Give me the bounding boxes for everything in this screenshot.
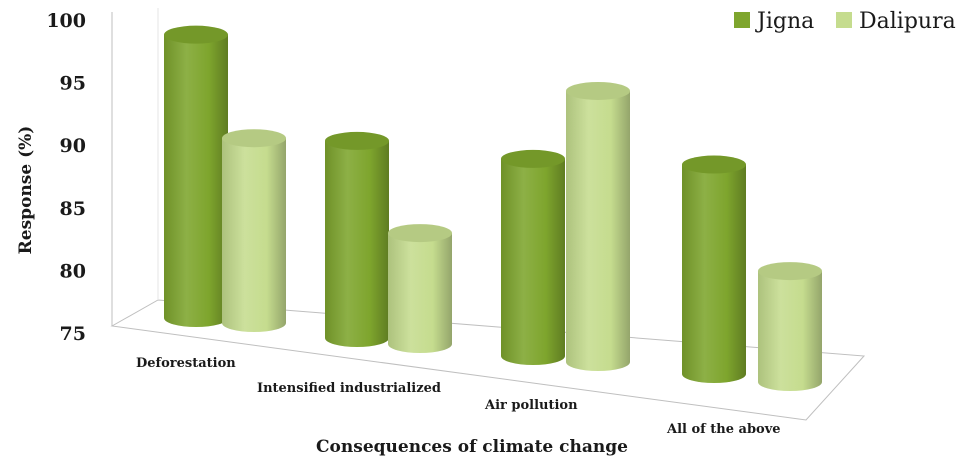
bar-jigna-2 bbox=[325, 131, 389, 347]
chart-floor-plane bbox=[110, 299, 866, 421]
x-tick-labels: Deforestation Intensified industrialized A… bbox=[136, 356, 781, 437]
x-tick-label: All of the above bbox=[666, 422, 781, 437]
bars bbox=[164, 25, 822, 391]
x-tick-label: Deforestation bbox=[136, 356, 236, 371]
y-axis-title: Response (%) bbox=[16, 126, 36, 255]
bar-jigna-1 bbox=[164, 25, 228, 327]
y-tick-label: 75 bbox=[60, 323, 86, 345]
bar-dalipura-4 bbox=[758, 262, 822, 391]
legend-swatch-dalipura bbox=[836, 12, 852, 28]
legend-swatch-jigna bbox=[734, 12, 750, 28]
legend: Jigna Dalipura bbox=[734, 9, 956, 34]
x-tick-label: Intensified industrialized bbox=[257, 381, 441, 396]
x-tick-label: Air pollution bbox=[484, 398, 578, 413]
y-tick-label: 95 bbox=[60, 73, 86, 95]
bar-dalipura-1 bbox=[222, 129, 286, 332]
y-tick-labels: 75 80 85 90 95 100 bbox=[46, 10, 86, 345]
chart-floor bbox=[110, 8, 866, 421]
legend-label-dalipura: Dalipura bbox=[859, 9, 956, 34]
y-tick-label: 85 bbox=[60, 198, 86, 220]
x-axis-title: Consequences of climate change bbox=[316, 437, 628, 457]
bar-jigna-4 bbox=[682, 155, 746, 383]
bar-dalipura-3 bbox=[566, 81, 630, 372]
bar-dalipura-2 bbox=[388, 224, 452, 353]
y-tick-label: 80 bbox=[60, 260, 86, 282]
y-tick-label: 100 bbox=[46, 10, 86, 32]
y-tick-label: 90 bbox=[60, 135, 86, 157]
legend-label-jigna: Jigna bbox=[755, 9, 814, 34]
bar-jigna-3 bbox=[501, 149, 565, 365]
